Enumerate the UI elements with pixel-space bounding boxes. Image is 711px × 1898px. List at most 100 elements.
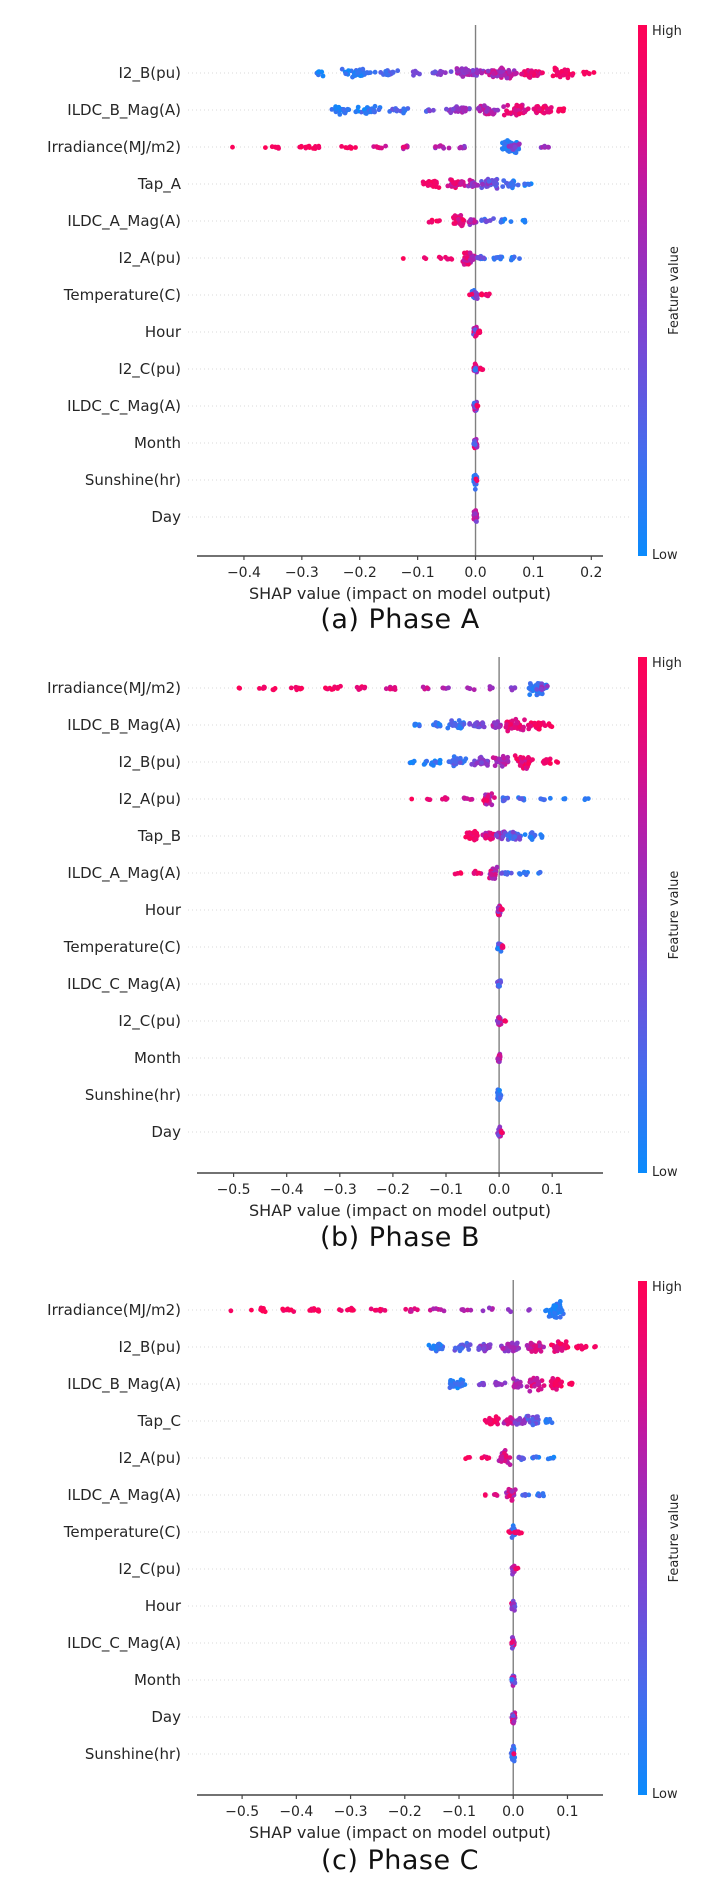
shap-point <box>476 105 482 111</box>
shap-point <box>459 1380 465 1386</box>
feature-value-colorbar: High Low Feature value <box>638 24 682 563</box>
shap-point <box>372 1307 378 1313</box>
shap-point <box>385 72 391 78</box>
shap-point <box>360 66 366 72</box>
colorbar-high-label: High <box>652 656 682 671</box>
shap-point <box>371 108 377 114</box>
shap-point <box>510 1713 516 1719</box>
shap-point <box>468 257 473 263</box>
shap-point <box>499 871 504 876</box>
shap-point <box>445 183 451 189</box>
shap-point <box>526 182 532 188</box>
shap-point <box>538 1348 544 1354</box>
shap-point <box>271 687 277 693</box>
shap-point <box>479 1455 485 1461</box>
shap-beeswarm-plot-phase-b: Irradiance(MJ/m2) ILDC_B_Mag(A) I2_B(pu) I2… <box>47 656 682 1220</box>
feature-label: Temperature(C) <box>63 1523 181 1541</box>
shap-point <box>420 684 426 690</box>
shap-point <box>505 833 510 838</box>
shap-point <box>502 797 507 803</box>
shap-point <box>504 1418 510 1423</box>
shap-point <box>236 685 242 691</box>
shap-point <box>377 1306 383 1312</box>
shap-point <box>432 69 438 75</box>
shap-point <box>448 69 454 74</box>
shap-point <box>467 836 473 841</box>
shap-point <box>511 182 517 188</box>
shap-point <box>512 1680 518 1686</box>
shap-point <box>529 830 535 836</box>
shap-point <box>493 872 498 877</box>
feature-label: Month <box>134 1671 181 1689</box>
shap-point <box>488 836 493 842</box>
feature-label: I2_C(pu) <box>118 1012 181 1031</box>
feature-label: ILDC_A_Mag(A) <box>67 212 181 231</box>
shap-point <box>475 69 481 75</box>
shap-point <box>338 1308 344 1313</box>
shap-point <box>559 1379 565 1385</box>
shap-point <box>481 255 487 261</box>
shap-point <box>374 144 379 150</box>
shap-point <box>519 71 525 77</box>
shap-point <box>512 1384 518 1390</box>
feature-label: I2_C(pu) <box>118 1560 181 1579</box>
x-tick-label: −0.3 <box>285 565 319 581</box>
shap-point <box>503 724 509 730</box>
shap-point <box>493 1492 498 1497</box>
shap-point <box>479 292 485 298</box>
shap-point <box>528 1340 534 1346</box>
shap-point <box>341 107 347 112</box>
shap-point <box>343 145 349 150</box>
shap-point <box>476 1345 482 1351</box>
feature-label: I2_A(pu) <box>119 1449 181 1468</box>
shap-point <box>472 828 478 834</box>
shap-point <box>505 138 510 143</box>
feature-label: Day <box>151 1123 181 1141</box>
shap-point <box>557 74 563 80</box>
shap-point <box>507 69 512 75</box>
shap-summary-section-phase-c: Irradiance(MJ/m2) I2_B(pu) ILDC_B_Mag(A) Ta… <box>0 1270 711 1898</box>
colorbar-gradient <box>638 25 647 556</box>
shap-point <box>479 70 485 76</box>
shap-point <box>490 685 495 691</box>
shap-point <box>501 112 507 118</box>
shap-point <box>474 478 480 484</box>
shap-point <box>555 69 560 75</box>
shap-point <box>480 1308 486 1314</box>
shap-point <box>583 1344 589 1350</box>
shap-point <box>477 366 483 372</box>
shap-point <box>441 145 447 151</box>
shap-point <box>493 1382 499 1388</box>
colorbar-low-label: Low <box>652 548 678 563</box>
shap-point <box>437 218 442 224</box>
beeswarm-points <box>228 1299 598 1764</box>
shap-point <box>471 870 477 876</box>
shap-point <box>511 1376 516 1382</box>
shap-point <box>457 760 463 765</box>
colorbar-low-label: Low <box>652 1165 678 1180</box>
shap-point <box>512 834 518 840</box>
shap-point <box>549 1342 554 1348</box>
shap-point <box>559 107 565 112</box>
shap-point <box>454 1381 460 1387</box>
shap-point <box>438 1307 444 1312</box>
shap-point <box>537 870 542 876</box>
feature-label: ILDC_B_Mag(A) <box>67 101 181 120</box>
shap-point <box>495 946 501 951</box>
shap-point <box>530 757 535 762</box>
shap-point <box>459 1307 465 1312</box>
shap-point <box>511 1525 517 1531</box>
shap-point <box>522 717 527 723</box>
shap-point <box>431 107 436 113</box>
shap-point <box>509 1340 515 1346</box>
shap-point <box>549 1420 555 1426</box>
shap-point <box>431 1306 436 1312</box>
shap-point <box>511 1718 517 1724</box>
shap-point <box>554 759 559 764</box>
x-tick-label: −0.2 <box>388 1804 422 1820</box>
colorbar-title: Feature value <box>667 246 682 335</box>
shap-point <box>522 832 528 837</box>
shap-point <box>547 1416 553 1422</box>
shap-point <box>544 758 550 764</box>
feature-label: Hour <box>145 323 182 341</box>
